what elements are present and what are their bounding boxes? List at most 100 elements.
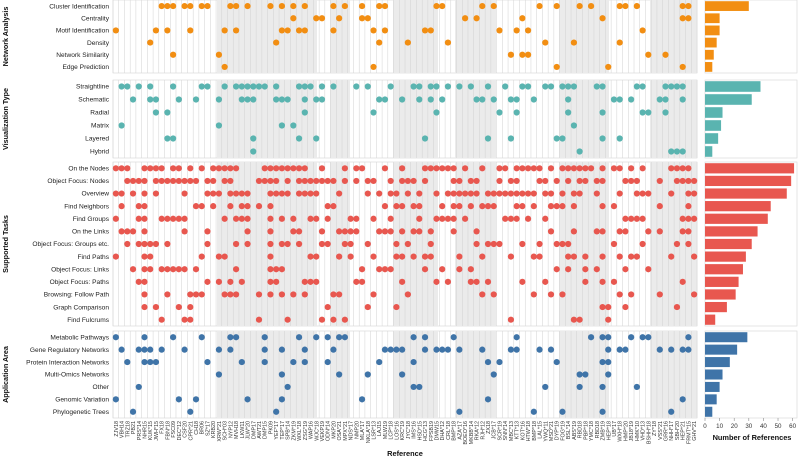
dot-marker	[490, 240, 497, 248]
dot-marker	[622, 228, 629, 235]
dot-marker	[547, 203, 555, 210]
x-tick-label: PRS*14	[137, 421, 143, 440]
x-tick-label: BOEO*16	[463, 421, 469, 445]
shaded-column-band	[455, 0, 496, 73]
dot-marker	[261, 83, 268, 90]
dot-marker	[221, 215, 228, 222]
dot-marker	[570, 190, 578, 197]
dot-marker	[633, 190, 640, 197]
dot-marker	[679, 177, 686, 185]
dot-marker	[232, 190, 240, 197]
dot-marker	[129, 408, 137, 415]
dot-marker	[559, 83, 566, 90]
x-tick-label: MKP20	[331, 421, 337, 439]
dot-marker	[295, 334, 303, 341]
dot-marker	[267, 203, 274, 210]
count-bar	[705, 381, 720, 392]
dot-marker	[170, 266, 177, 273]
dot-marker	[376, 39, 383, 46]
dot-marker	[530, 165, 537, 172]
dot-marker	[135, 177, 142, 185]
dot-marker	[444, 165, 452, 172]
x-axis-title: Reference	[387, 449, 423, 458]
dot-marker	[284, 190, 291, 197]
x-tick-label: UB*17	[612, 421, 618, 437]
dot-marker	[232, 83, 240, 90]
dot-marker	[227, 203, 234, 210]
dot-marker	[141, 215, 148, 222]
row-label: Find Neighbors	[64, 203, 109, 210]
x-tick-label: SCH*03	[223, 421, 229, 440]
dot-marker	[656, 228, 663, 235]
dot-marker	[158, 346, 165, 353]
dot-marker	[393, 303, 400, 311]
dot-marker	[141, 346, 148, 353]
dot-marker	[118, 83, 125, 90]
dot-marker	[387, 346, 394, 353]
dot-marker	[187, 177, 194, 185]
dot-marker	[238, 358, 245, 366]
dot-marker	[450, 165, 457, 172]
dot-marker	[507, 253, 515, 260]
dot-marker	[467, 190, 474, 197]
dot-marker	[416, 215, 423, 222]
dot-marker	[112, 334, 119, 341]
dot-marker	[685, 2, 692, 10]
x-tick-label: NHR15	[142, 421, 148, 439]
x-tick-label: ABS*19	[572, 421, 578, 440]
dot-marker	[324, 215, 331, 222]
dot-marker	[616, 39, 623, 46]
dot-marker	[450, 190, 457, 197]
dot-marker	[433, 83, 440, 90]
dot-marker	[484, 278, 492, 285]
dot-marker	[393, 253, 400, 260]
dot-marker	[691, 291, 698, 298]
dot-marker	[622, 177, 629, 185]
x-tick-label: VBH14	[120, 421, 126, 438]
dot-marker	[439, 215, 446, 222]
dot-marker	[668, 190, 675, 197]
dot-marker	[187, 408, 194, 415]
shaded-column-band	[455, 331, 496, 418]
x-tick-label: DEC*12	[177, 421, 183, 440]
dot-marker	[295, 190, 303, 197]
dot-marker	[467, 83, 474, 90]
dot-marker	[450, 334, 457, 341]
dot-marker	[542, 177, 549, 185]
dot-marker	[129, 228, 137, 235]
x-tick-label: SCR*19	[497, 421, 503, 440]
x-tick-label: TEP*17	[280, 421, 286, 440]
dot-marker	[673, 240, 681, 248]
dot-marker	[622, 346, 629, 353]
x-tick-label: JYC*18	[406, 421, 412, 439]
dot-marker	[439, 165, 446, 172]
dot-marker	[232, 215, 240, 222]
dot-marker	[295, 228, 303, 235]
dot-marker	[244, 396, 251, 403]
dot-marker	[404, 177, 411, 185]
dot-marker	[124, 228, 131, 235]
dot-marker	[507, 96, 515, 103]
dot-marker	[267, 177, 274, 185]
dot-marker	[519, 278, 526, 285]
dot-marker	[250, 148, 257, 155]
dot-marker	[313, 96, 320, 103]
dot-marker	[353, 177, 360, 185]
dot-marker	[433, 215, 440, 222]
dot-marker	[353, 278, 360, 285]
count-bar	[705, 394, 717, 405]
dot-marker	[244, 83, 251, 90]
shaded-column-band	[330, 0, 350, 73]
dot-marker	[490, 371, 497, 378]
dot-marker	[479, 203, 486, 210]
dot-marker	[152, 27, 160, 34]
dot-marker	[301, 165, 308, 172]
shaded-column-band	[650, 80, 697, 158]
dot-marker	[685, 203, 692, 210]
dot-marker	[175, 266, 182, 273]
dot-marker	[547, 83, 555, 90]
dot-marker	[278, 165, 286, 172]
x-tick-label: MSD*21	[549, 421, 555, 441]
dot-marker	[496, 109, 503, 116]
dot-marker	[318, 83, 326, 90]
